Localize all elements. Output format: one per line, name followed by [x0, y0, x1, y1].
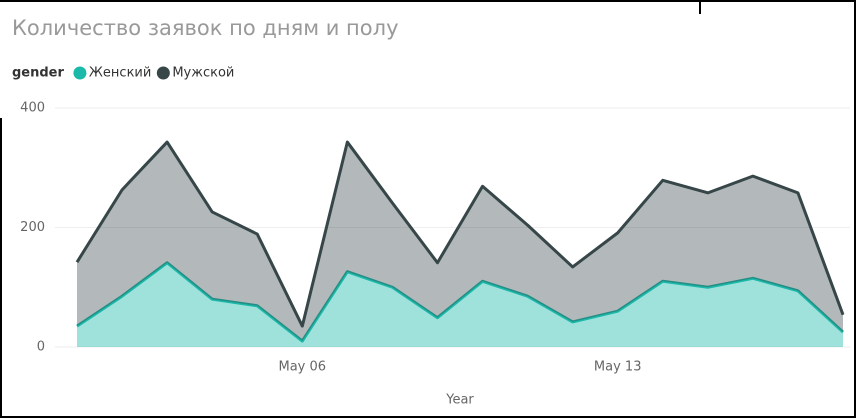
legend-label: Мужской: [172, 66, 234, 81]
legend-label: Женский: [89, 66, 151, 81]
legend-title: gender: [12, 66, 65, 81]
area-line: [75, 140, 845, 328]
area-fill: [77, 262, 843, 347]
y-tick-label: 400: [20, 101, 45, 116]
area-fill: [77, 142, 843, 342]
y-tick-label: 0: [37, 340, 45, 355]
legend-marker: [73, 66, 87, 80]
x-axis-label: Year: [445, 393, 474, 408]
chart-title: Количество заявок по дням и полу: [12, 16, 399, 40]
y-tick-label: 200: [20, 220, 45, 235]
legend: gender Женский Мужской: [12, 66, 234, 81]
area-line: [76, 261, 845, 343]
x-tick-label: May 13: [594, 360, 642, 375]
x-tick-label: May 06: [279, 360, 327, 375]
legend-marker: [156, 66, 170, 80]
